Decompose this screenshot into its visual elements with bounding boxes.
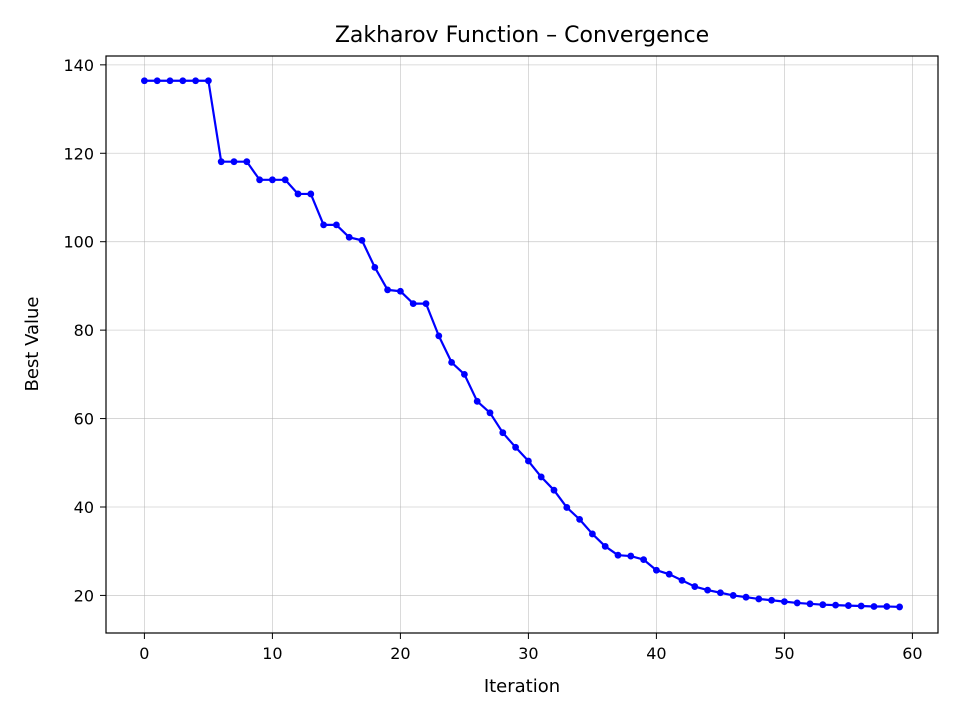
data-point [512,443,519,451]
y-tick-label: 100 [63,233,94,252]
data-point [550,486,558,494]
data-point [755,595,763,603]
data-point [537,473,545,481]
data-point [153,77,161,85]
x-axis-label: Iteration [484,676,560,697]
x-tick-label: 20 [390,644,410,663]
data-point [371,263,379,271]
data-point [448,359,455,366]
data-point [601,542,609,550]
data-point [614,551,622,559]
x-tick-label: 30 [518,644,538,663]
data-point [192,77,200,85]
data-point [230,158,238,166]
data-point [832,601,839,609]
data-point [704,586,711,594]
x-tick-label: 0 [139,644,149,663]
data-point [845,602,852,609]
series-line [144,79,900,609]
y-axis-label: Best Value [22,296,43,391]
y-tick-label: 140 [63,56,94,75]
data-point [499,429,507,437]
data-point [281,176,289,184]
plot-frame [105,55,939,634]
data-point [473,397,481,405]
chart-title: Zakharov Function – Convergence [335,23,709,48]
y-tick-label: 60 [74,410,94,429]
y-tick-label: 40 [74,498,94,517]
data-point [384,286,391,294]
data-point [896,603,903,611]
data-point [857,602,865,610]
data-point [358,236,366,244]
data-point [345,233,353,241]
y-tick-label: 20 [74,586,94,605]
data-point [576,515,583,523]
data-point [397,287,404,295]
data-point [307,190,315,198]
data-point [179,77,187,85]
data-point [870,603,878,610]
x-tick-label: 50 [774,644,794,663]
data-point [729,592,737,599]
x-tick-label: 40 [646,644,666,663]
data-point [806,600,814,608]
data-point [243,158,251,166]
data-point [653,566,660,574]
data-point [691,583,699,590]
data-point [435,332,443,340]
data-point [320,221,327,229]
data-point [525,457,532,465]
data-point [678,576,686,584]
data-point [256,176,263,184]
data-point [640,556,647,564]
data-point [819,601,827,609]
data-point [269,176,276,184]
data-point [294,190,302,198]
data-point [166,77,174,85]
y-tick-label: 120 [63,144,94,163]
series-layer [141,77,903,611]
data-point [589,530,596,538]
x-tick-label: 60 [902,644,922,663]
data-point [717,589,724,597]
y-tick-label: 80 [74,321,94,340]
data-point [793,599,801,607]
data-point [563,504,571,511]
data-point [333,221,340,229]
data-point [141,77,148,85]
data-point [742,593,750,601]
data-point [883,603,891,610]
data-point [409,300,417,308]
data-point [461,370,468,378]
data-point [627,552,635,560]
data-point [422,300,430,308]
data-point [486,409,494,417]
data-point [205,77,212,85]
data-point [217,158,225,166]
data-point [665,570,673,578]
data-point [768,596,775,604]
grid [106,56,938,633]
data-point [781,598,788,606]
x-tick-label: 10 [262,644,282,663]
ticks: 0 10 20 30 40 50 60 20 40 60 80 100 120 140 [63,56,922,663]
